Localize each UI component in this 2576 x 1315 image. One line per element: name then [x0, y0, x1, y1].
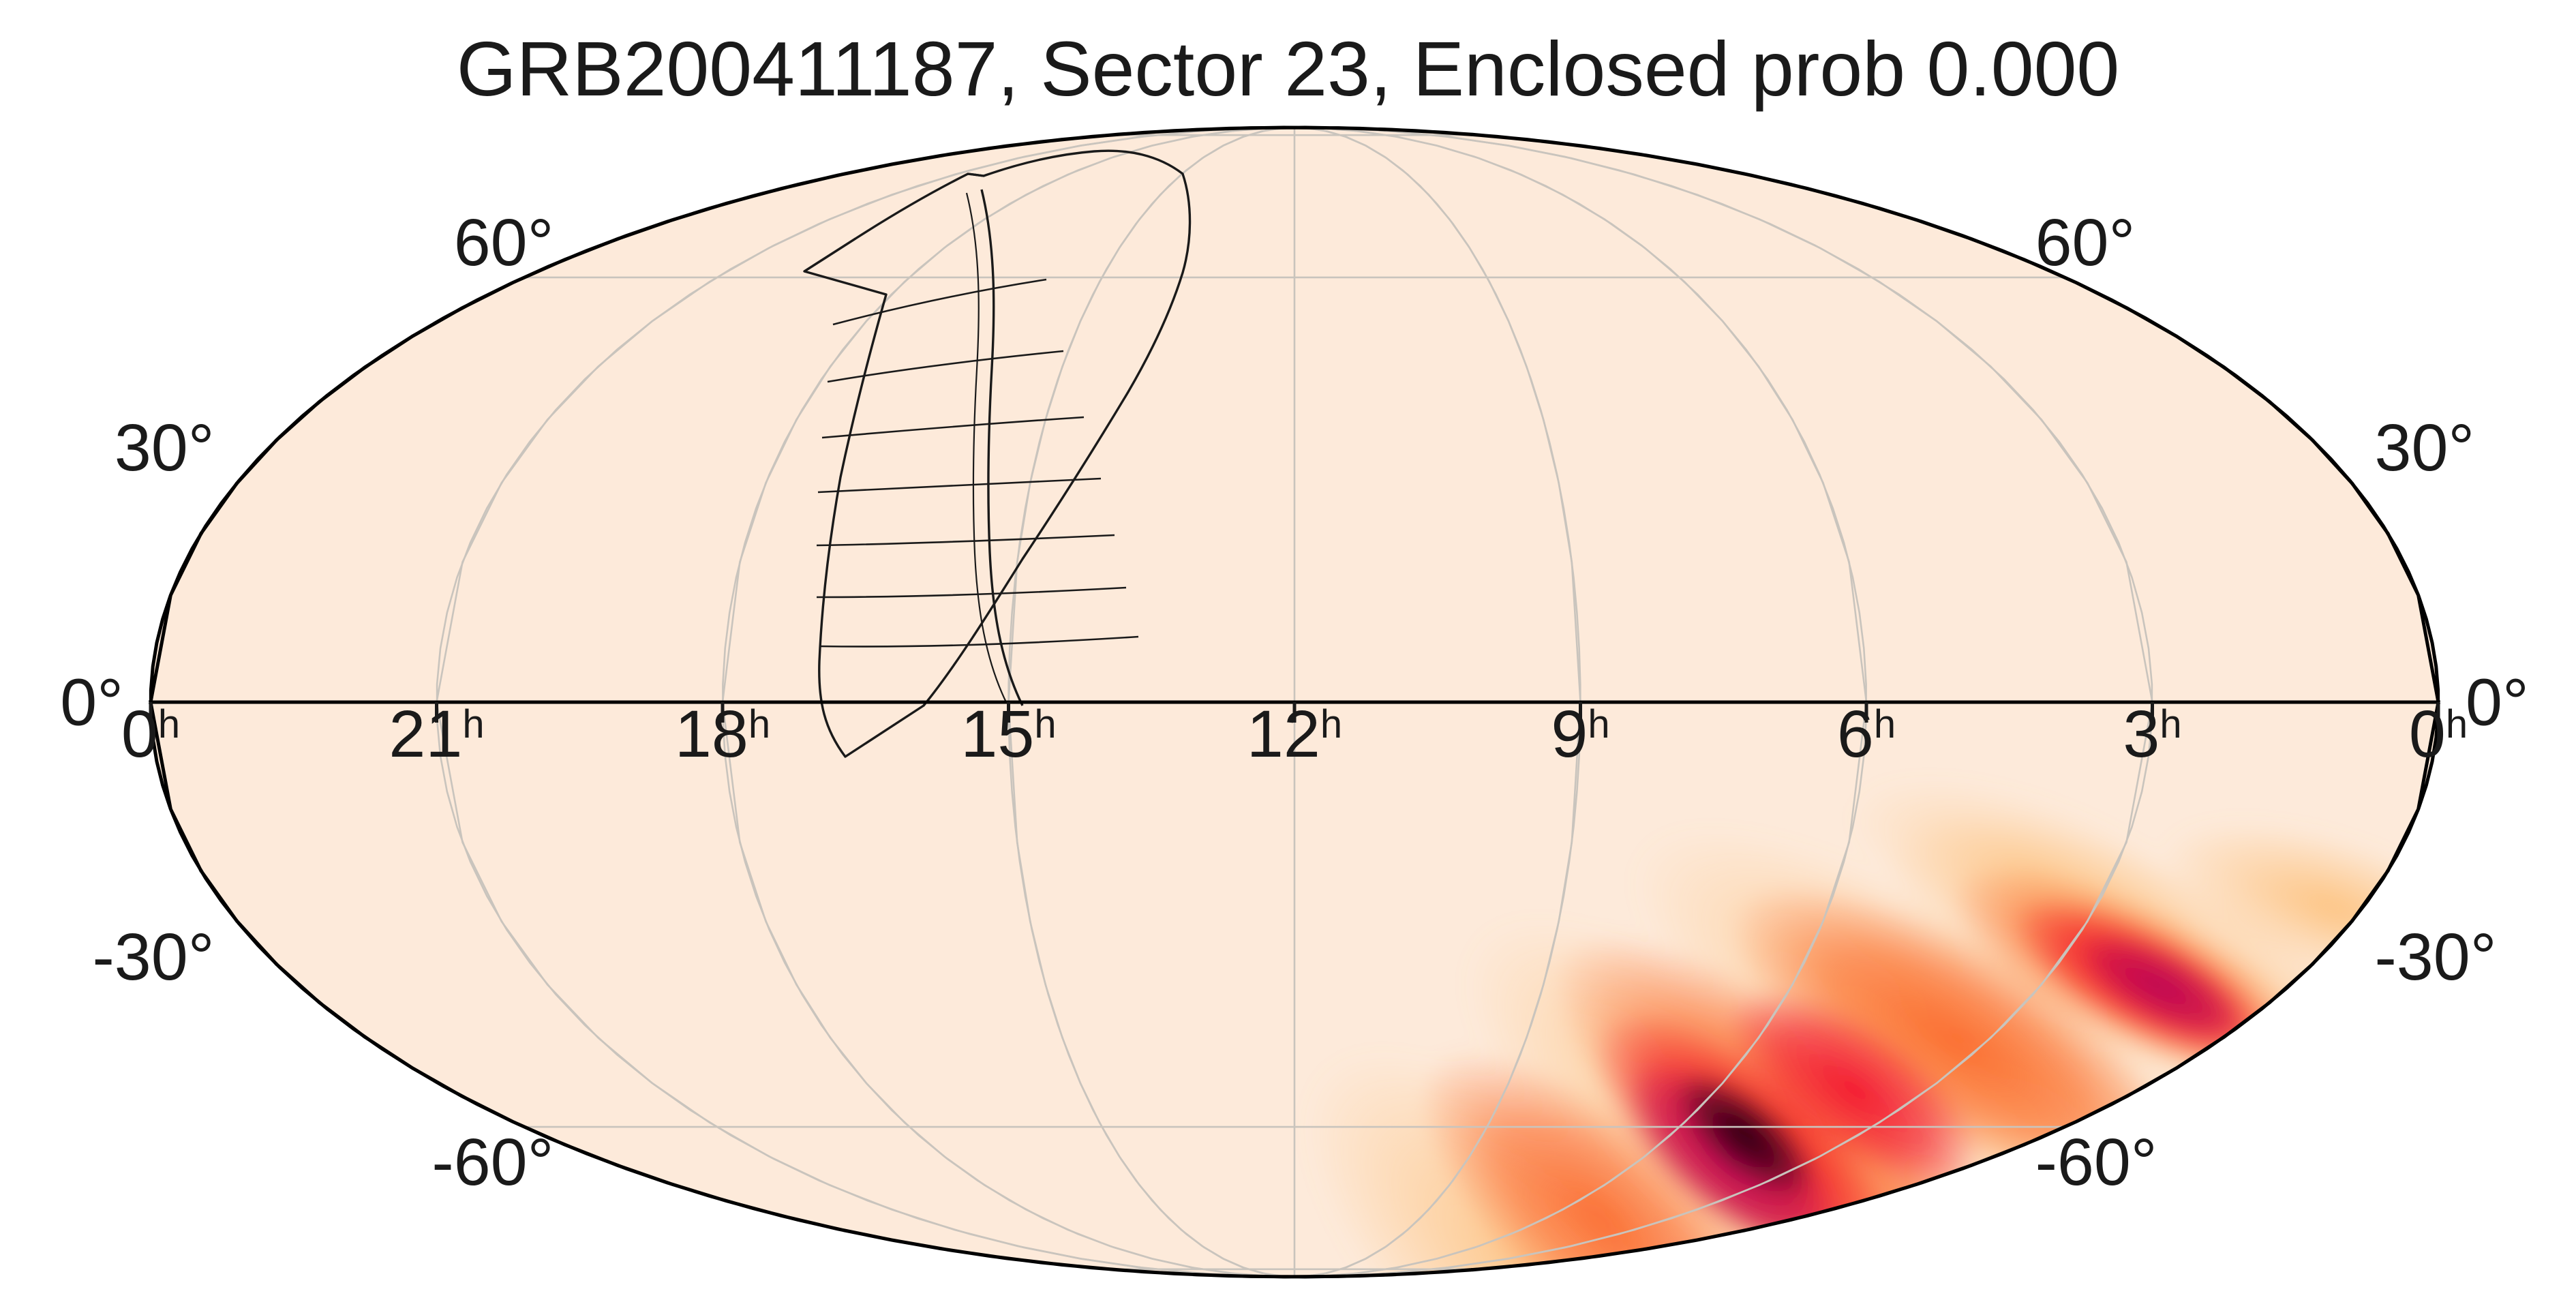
svg-text:30°: 30°: [115, 410, 215, 485]
svg-text:0°: 0°: [2466, 665, 2529, 740]
svg-text:-30°: -30°: [2375, 920, 2497, 994]
svg-text:-60°: -60°: [2035, 1125, 2157, 1199]
svg-text:0°: 0°: [60, 665, 123, 740]
svg-text:30°: 30°: [2375, 410, 2475, 485]
svg-text:60°: 60°: [454, 205, 554, 279]
svg-text:-60°: -60°: [431, 1125, 554, 1199]
svg-text:-30°: -30°: [93, 920, 215, 994]
svg-text:60°: 60°: [2035, 205, 2136, 279]
